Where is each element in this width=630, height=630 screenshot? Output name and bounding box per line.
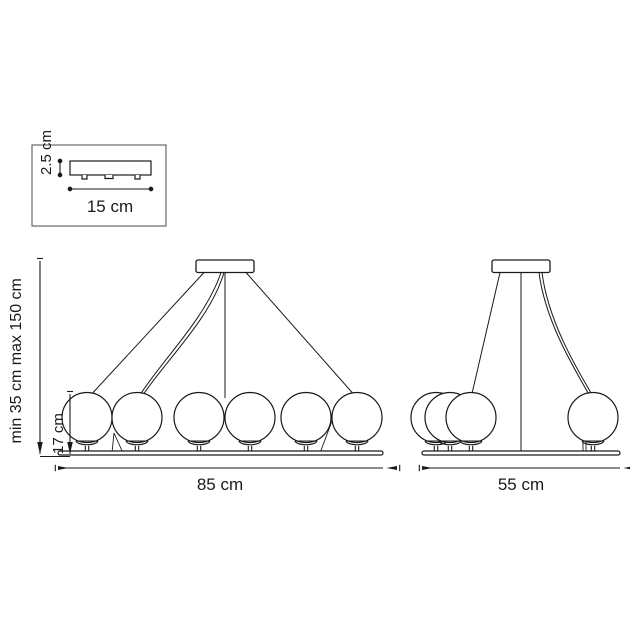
- svg-text:15 cm: 15 cm: [87, 197, 133, 216]
- svg-text:55 cm: 55 cm: [498, 475, 544, 494]
- svg-text:2.5 cm: 2.5 cm: [38, 130, 55, 175]
- svg-text:85 cm: 85 cm: [197, 475, 243, 494]
- svg-text:min 35 cm max 150 cm: min 35 cm max 150 cm: [8, 278, 25, 443]
- svg-text:17 cm: 17 cm: [50, 413, 67, 454]
